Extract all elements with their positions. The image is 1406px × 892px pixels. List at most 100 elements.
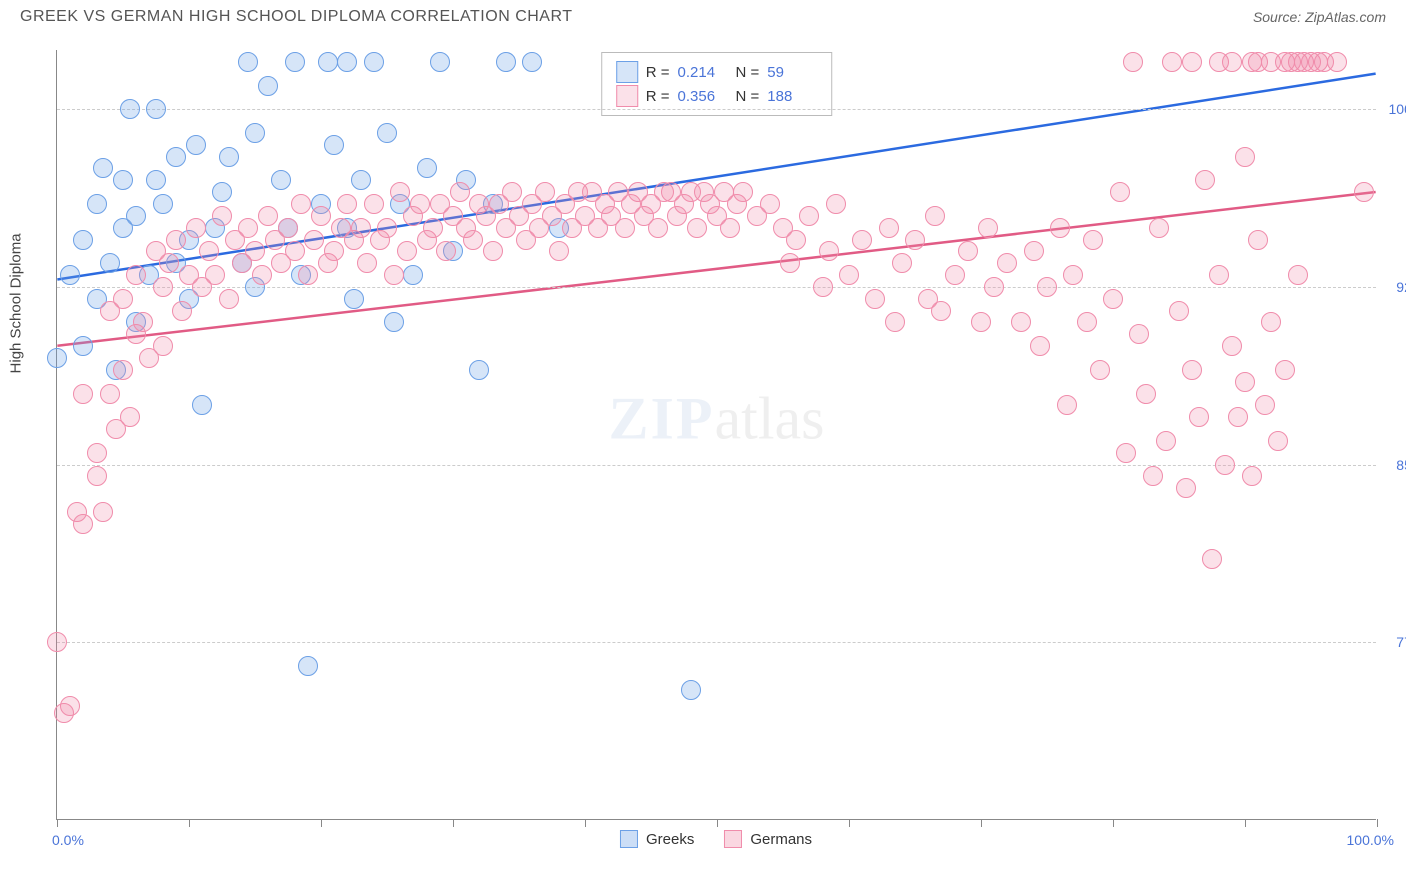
scatter-point (298, 265, 318, 285)
y-tick-label: 100.0% (1389, 101, 1406, 117)
x-axis-max-label: 100.0% (1347, 832, 1394, 848)
grid-line (57, 465, 1376, 466)
scatter-point (925, 206, 945, 226)
scatter-point (1011, 312, 1031, 332)
scatter-point (153, 277, 173, 297)
scatter-point (1261, 312, 1281, 332)
scatter-point (945, 265, 965, 285)
scatter-point (47, 632, 67, 652)
legend-n-label: N = (736, 88, 760, 105)
scatter-point (219, 147, 239, 167)
scatter-point (113, 360, 133, 380)
legend-r-value: 0.356 (678, 88, 728, 105)
scatter-point (351, 170, 371, 190)
scatter-point (60, 265, 80, 285)
scatter-point (252, 265, 272, 285)
plot-area: ZIPatlas R =0.214N =59R =0.356N =188 77.… (56, 50, 1376, 820)
scatter-point (819, 241, 839, 261)
x-tick (849, 819, 850, 827)
scatter-point (153, 336, 173, 356)
scatter-point (1037, 277, 1057, 297)
scatter-point (1103, 289, 1123, 309)
scatter-point (146, 170, 166, 190)
scatter-point (496, 52, 516, 72)
scatter-point (258, 206, 278, 226)
scatter-point (73, 230, 93, 250)
legend-r-value: 0.214 (678, 64, 728, 81)
scatter-point (799, 206, 819, 226)
scatter-point (1354, 182, 1374, 202)
scatter-point (1149, 218, 1169, 238)
scatter-point (73, 336, 93, 356)
scatter-point (1288, 265, 1308, 285)
scatter-point (535, 182, 555, 202)
scatter-point (436, 241, 456, 261)
scatter-point (192, 395, 212, 415)
scatter-point (826, 194, 846, 214)
legend-swatch (616, 85, 638, 107)
y-tick-label: 92.5% (1396, 279, 1406, 295)
scatter-point (971, 312, 991, 332)
scatter-point (681, 680, 701, 700)
scatter-point (1202, 549, 1222, 569)
scatter-point (238, 218, 258, 238)
scatter-point (1215, 455, 1235, 475)
x-tick (981, 819, 982, 827)
scatter-point (892, 253, 912, 273)
scatter-point (1030, 336, 1050, 356)
scatter-point (397, 241, 417, 261)
scatter-point (337, 194, 357, 214)
scatter-point (291, 194, 311, 214)
scatter-point (1255, 395, 1275, 415)
scatter-point (100, 384, 120, 404)
scatter-point (212, 206, 232, 226)
chart-source: Source: ZipAtlas.com (1253, 9, 1386, 25)
scatter-point (733, 182, 753, 202)
scatter-point (1275, 360, 1295, 380)
x-tick (1113, 819, 1114, 827)
scatter-point (364, 194, 384, 214)
x-axis-min-label: 0.0% (52, 832, 84, 848)
scatter-point (1182, 52, 1202, 72)
scatter-point (1143, 466, 1163, 486)
scatter-point (852, 230, 872, 250)
scatter-point (384, 312, 404, 332)
scatter-point (238, 52, 258, 72)
scatter-point (450, 182, 470, 202)
scatter-point (463, 230, 483, 250)
legend-swatch (616, 61, 638, 83)
bottom-legend-swatch (620, 830, 638, 848)
scatter-point (219, 289, 239, 309)
scatter-point (298, 656, 318, 676)
scatter-point (344, 289, 364, 309)
scatter-point (87, 443, 107, 463)
legend-r-label: R = (646, 64, 670, 81)
x-tick (717, 819, 718, 827)
scatter-point (1024, 241, 1044, 261)
scatter-point (502, 182, 522, 202)
scatter-point (87, 194, 107, 214)
scatter-point (304, 230, 324, 250)
scatter-point (126, 206, 146, 226)
scatter-point (1063, 265, 1083, 285)
x-tick (57, 819, 58, 827)
bottom-legend-item: Germans (724, 830, 812, 848)
scatter-point (1228, 407, 1248, 427)
scatter-point (423, 218, 443, 238)
scatter-point (1057, 395, 1077, 415)
scatter-point (285, 241, 305, 261)
scatter-point (1182, 360, 1202, 380)
scatter-point (159, 253, 179, 273)
scatter-point (522, 52, 542, 72)
scatter-point (172, 301, 192, 321)
scatter-point (839, 265, 859, 285)
scatter-point (1090, 360, 1110, 380)
scatter-point (1050, 218, 1070, 238)
scatter-point (687, 218, 707, 238)
series-legend: GreeksGermans (620, 830, 812, 848)
scatter-point (1242, 466, 1262, 486)
grid-line (57, 642, 1376, 643)
scatter-point (384, 265, 404, 285)
scatter-point (615, 218, 635, 238)
grid-line (57, 109, 1376, 110)
